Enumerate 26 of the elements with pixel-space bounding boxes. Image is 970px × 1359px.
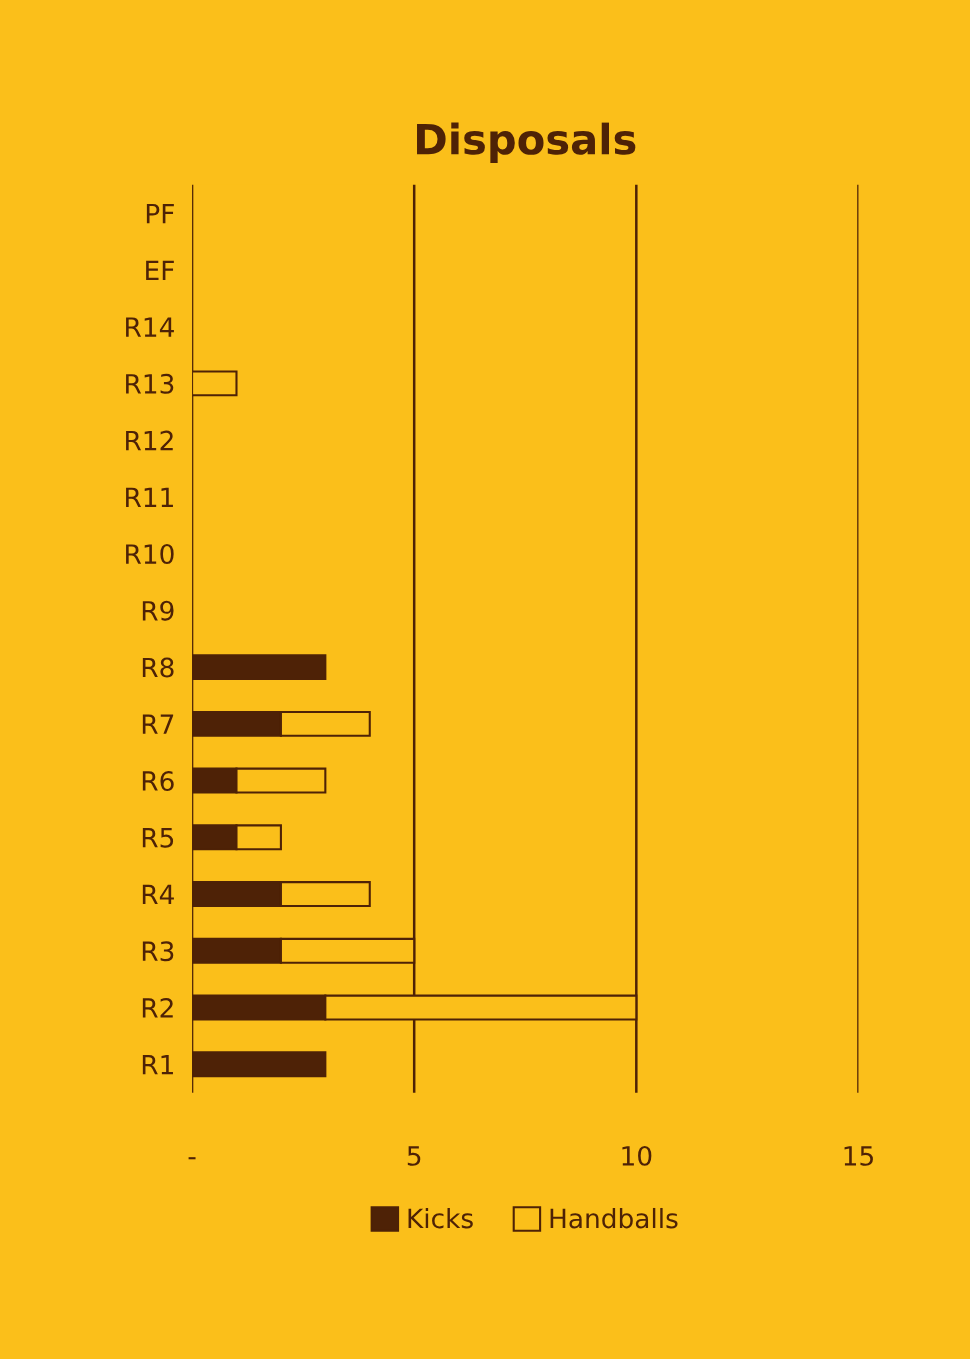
y-tick-label: R6 bbox=[142, 771, 174, 791]
legend-label: Kicks bbox=[408, 1207, 473, 1229]
y-tick-label: R10 bbox=[126, 544, 174, 565]
y-tick-label: EF bbox=[146, 260, 174, 280]
y-tick-label: PF bbox=[146, 203, 174, 224]
x-tick-label: 10 bbox=[622, 1145, 652, 1166]
y-tick-label: R12 bbox=[126, 430, 173, 451]
x-tick-label: - bbox=[188, 1157, 196, 1160]
y-tick-label: R4 bbox=[142, 884, 174, 905]
bar bbox=[192, 370, 238, 397]
y-tick-label: R14 bbox=[126, 317, 174, 337]
y-tick-label: R11 bbox=[126, 487, 173, 507]
legend-label: Handballs bbox=[550, 1207, 678, 1229]
y-tick-label: R8 bbox=[142, 657, 174, 678]
y-tick-label: R2 bbox=[142, 997, 173, 1018]
y-tick-label: R9 bbox=[142, 600, 174, 621]
chart-title: Disposals bbox=[417, 122, 636, 163]
bar bbox=[192, 1051, 327, 1078]
y-tick-label: R5 bbox=[142, 828, 174, 848]
y-tick-label: R13 bbox=[126, 373, 174, 394]
x-tick-label: 5 bbox=[407, 1146, 421, 1166]
y-tick-label: R3 bbox=[142, 941, 174, 962]
x-tick-label: 15 bbox=[844, 1146, 873, 1166]
y-tick-label: R1 bbox=[142, 1055, 173, 1075]
bar bbox=[192, 654, 327, 681]
y-tick-label: R7 bbox=[142, 714, 174, 734]
